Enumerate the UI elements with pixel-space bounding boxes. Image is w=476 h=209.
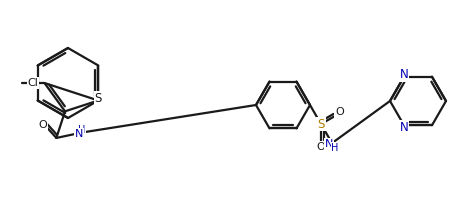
- Text: S: S: [95, 92, 102, 105]
- Text: O: O: [38, 120, 47, 130]
- Text: N: N: [400, 68, 408, 81]
- Text: H: H: [78, 125, 86, 135]
- Text: S: S: [317, 117, 325, 131]
- Text: N: N: [75, 129, 83, 139]
- Text: N: N: [325, 139, 333, 149]
- Text: Cl: Cl: [28, 78, 39, 88]
- Text: N: N: [400, 121, 408, 134]
- Text: H: H: [331, 143, 339, 153]
- Text: O: O: [335, 107, 344, 117]
- Text: O: O: [317, 142, 326, 152]
